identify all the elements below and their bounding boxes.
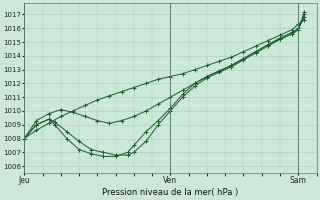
X-axis label: Pression niveau de la mer( hPa ): Pression niveau de la mer( hPa ) (102, 188, 238, 197)
